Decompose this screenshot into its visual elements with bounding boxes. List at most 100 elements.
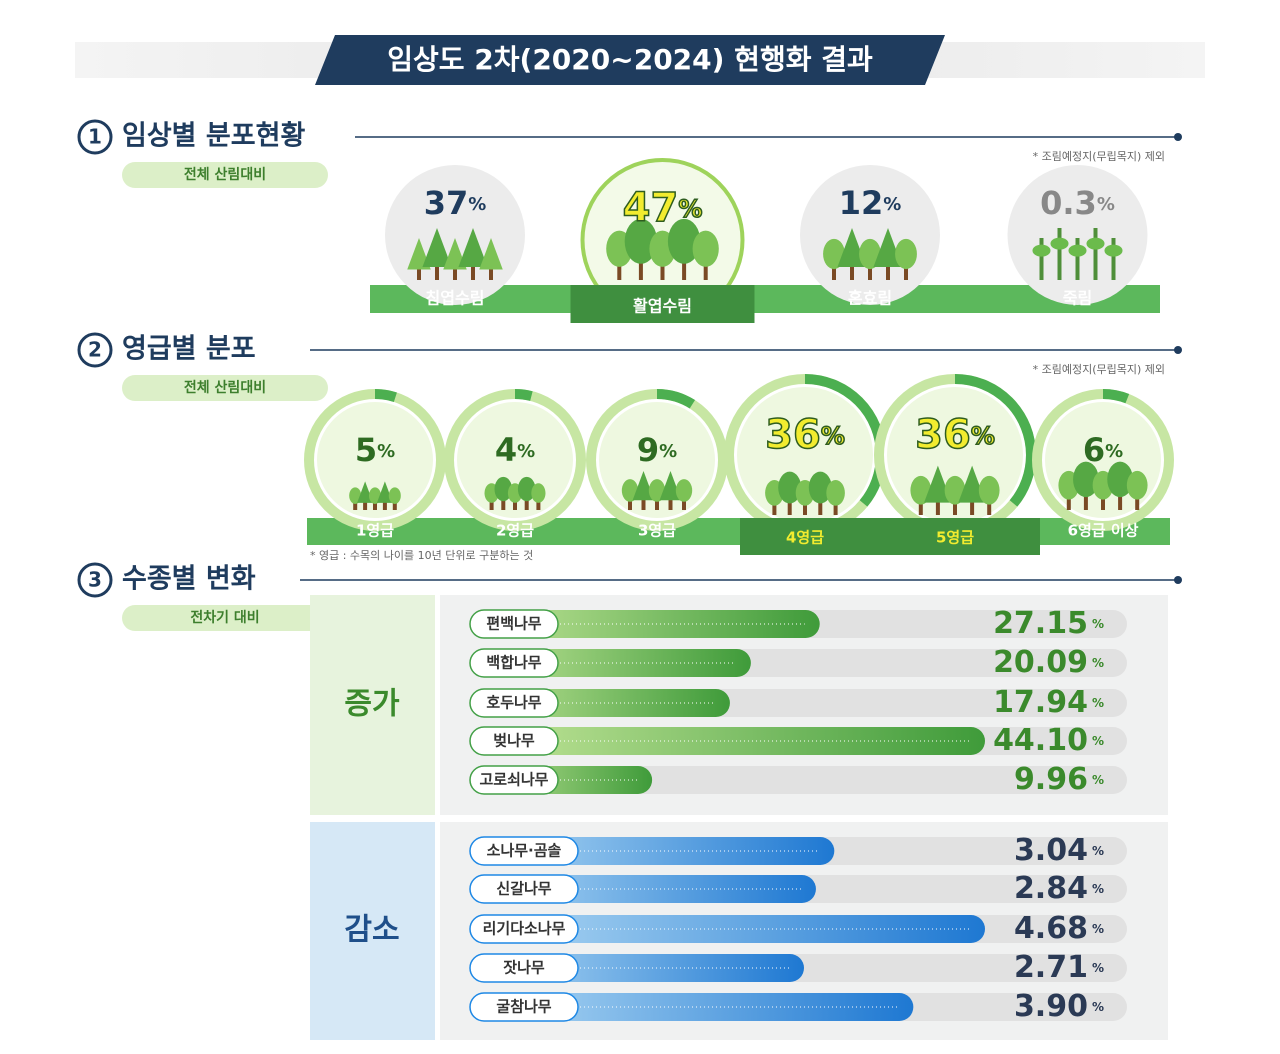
percent-unit: % xyxy=(517,441,535,462)
tree-crown xyxy=(910,475,932,505)
ground-band xyxy=(307,518,1170,545)
change-number: 3.04 xyxy=(1014,833,1088,868)
tree-trunk xyxy=(668,498,673,510)
tree-trunk xyxy=(392,501,397,510)
percent-number: 37 xyxy=(424,184,469,222)
section-tag xyxy=(122,605,328,631)
tree-crown xyxy=(357,481,374,503)
change-number: 4.68 xyxy=(1014,911,1088,946)
species-pill xyxy=(469,765,559,795)
change-value: 17.94% xyxy=(993,685,1104,720)
percent-value: 47% xyxy=(623,185,703,231)
tree-trunk xyxy=(353,501,358,510)
tree-trunk xyxy=(953,501,957,515)
tree-trunk xyxy=(850,264,854,280)
species-pill xyxy=(469,688,559,718)
percent-unit: % xyxy=(821,422,845,450)
section-heading: 영급별 분포 xyxy=(122,334,256,365)
tree-crown xyxy=(924,465,952,503)
tree-crown xyxy=(388,487,401,504)
species-label: 굴참나무 xyxy=(496,998,551,1016)
percent-number: 6 xyxy=(1083,431,1105,469)
tree-trunk xyxy=(513,500,517,510)
title-banner xyxy=(315,35,945,85)
tree-trunk xyxy=(417,267,421,280)
tree-trunk xyxy=(772,502,777,515)
percent-value: 0.3% xyxy=(1040,184,1115,222)
tree-trunk xyxy=(1101,496,1105,510)
tree-crown xyxy=(624,218,658,264)
tree-crown xyxy=(667,218,701,264)
bamboo-leaves xyxy=(1050,237,1069,250)
section-heading: 수종별 변화 xyxy=(122,564,256,595)
tree-crown xyxy=(376,481,393,503)
bar xyxy=(470,727,985,755)
section-tag-text: 전차기 대비 xyxy=(190,609,259,626)
tree-crown xyxy=(458,228,488,267)
age-label: 2영급 xyxy=(496,522,534,540)
change-unit: % xyxy=(1092,882,1104,896)
section-tag xyxy=(122,375,328,401)
tree-crown xyxy=(659,471,682,501)
tree-trunk xyxy=(904,265,908,280)
bamboo-leaves xyxy=(1032,244,1051,257)
change-unit: % xyxy=(1092,696,1104,710)
tree-crown xyxy=(778,471,802,504)
change-value: 44.10% xyxy=(993,723,1104,758)
species-pill xyxy=(469,992,579,1022)
tree-trunk xyxy=(655,498,659,510)
tree-trunk xyxy=(471,264,475,280)
species-label: 벚나무 xyxy=(493,732,535,750)
change-value: 27.15% xyxy=(993,606,1104,641)
tree-trunk xyxy=(703,262,708,280)
class-label: 활엽수림 xyxy=(633,297,692,316)
change-number: 2.71 xyxy=(1014,950,1088,985)
tree-crown xyxy=(944,475,966,505)
change-number: 44.10 xyxy=(993,723,1088,758)
tree-crown xyxy=(368,487,382,504)
change-number: 9.96 xyxy=(1014,762,1088,797)
tree-trunk xyxy=(536,500,541,510)
tree-crown xyxy=(349,487,362,504)
tree-crown xyxy=(422,228,452,267)
percent-number: 5 xyxy=(355,431,377,469)
age-arc xyxy=(1032,389,1174,531)
change-value: 3.90% xyxy=(1014,989,1104,1024)
percent-number: 36 xyxy=(765,412,821,458)
group-label: 감소 xyxy=(344,913,399,948)
highlight-band xyxy=(570,285,755,323)
tree-trunk xyxy=(660,262,665,280)
percent-number: 12 xyxy=(839,184,884,222)
age-circle-inner xyxy=(317,402,433,518)
section-rule-dot xyxy=(1174,346,1182,354)
percent-unit: % xyxy=(1097,194,1115,215)
section-tag-text: 전체 산림대비 xyxy=(184,166,266,183)
species-label: 고로쇠나무 xyxy=(479,771,548,789)
species-label: 편백나무 xyxy=(486,615,541,633)
tree-crown xyxy=(808,471,832,504)
change-value: 9.96% xyxy=(1014,762,1104,797)
tree-trunk xyxy=(617,262,622,280)
species-pill xyxy=(469,648,559,678)
change-value: 20.09% xyxy=(993,645,1104,680)
highlight-band xyxy=(890,518,1040,555)
change-unit: % xyxy=(1092,773,1104,787)
tree-crown xyxy=(494,476,513,502)
footnote: * 영급 : 수목의 나이를 10년 단위로 구분하는 것 xyxy=(310,548,533,562)
bamboo xyxy=(1039,238,1044,280)
highlight-band xyxy=(740,518,890,555)
species-label: 신갈나무 xyxy=(496,880,551,898)
change-unit: % xyxy=(1092,734,1104,748)
tree-trunk xyxy=(628,498,632,510)
tree-trunk xyxy=(918,501,923,515)
age-label: 4영급 xyxy=(786,529,824,547)
change-value: 2.84% xyxy=(1014,871,1104,906)
percent-number: 9 xyxy=(637,431,659,469)
ground-band xyxy=(370,285,1160,313)
tree-crown xyxy=(675,479,693,502)
tree-trunk xyxy=(1118,492,1123,510)
tree-trunk xyxy=(832,265,836,280)
age-arc xyxy=(586,389,728,531)
group-panel xyxy=(310,595,435,815)
